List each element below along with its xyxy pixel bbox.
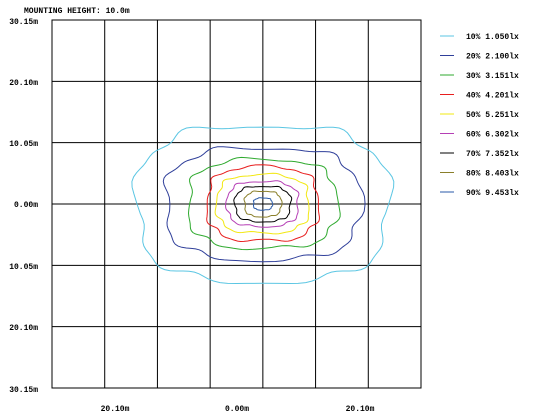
legend-label: 40% 4.201lx <box>466 92 519 101</box>
contour-line <box>206 164 320 243</box>
x-tick-label: 20.10m <box>101 405 130 414</box>
x-tick-label: 0.00m <box>225 405 249 414</box>
contour-line <box>243 190 283 218</box>
legend-label: 70% 7.352lx <box>466 150 519 159</box>
contour-line <box>131 126 395 285</box>
contour-line <box>252 197 274 211</box>
y-tick-label: 20.10m <box>9 324 38 333</box>
x-tick-label: 20.10m <box>346 405 375 414</box>
contour-line <box>225 180 300 228</box>
legend-label: 20% 2.100lx <box>466 53 519 62</box>
legend-label: 50% 5.251lx <box>466 111 519 120</box>
y-tick-labels: 30.15m 20.10m 10.05m 0.00m 10.05m 20.10m… <box>9 18 38 395</box>
x-tick-labels: 20.10m 0.00m 20.10m <box>101 405 375 414</box>
chart-title: MOUNTING HEIGHT: 10.0m <box>24 7 130 16</box>
grid <box>51 19 422 389</box>
y-tick-label: 30.15m <box>9 18 38 27</box>
contour-line <box>187 156 341 251</box>
contour-line <box>233 185 293 223</box>
legend-label: 60% 6.302lx <box>466 131 519 140</box>
y-tick-label: 10.05m <box>9 140 38 149</box>
contour-line <box>214 172 310 235</box>
y-tick-label: 20.10m <box>9 79 38 88</box>
contour-line <box>162 146 366 263</box>
y-tick-label: 10.05m <box>9 263 38 272</box>
contour-lines <box>131 126 395 285</box>
legend-label: 80% 8.403lx <box>466 170 519 179</box>
legend-label: 30% 3.151lx <box>466 72 519 81</box>
y-tick-label: 0.00m <box>14 201 38 210</box>
legend-label: 10% 1.050lx <box>466 33 519 42</box>
legend: 10% 1.050lx 20% 2.100lx 30% 3.151lx 40% 4.2… <box>440 33 519 198</box>
y-tick-label: 30.15m <box>9 386 38 395</box>
legend-label: 90% 9.453lx <box>466 189 519 198</box>
